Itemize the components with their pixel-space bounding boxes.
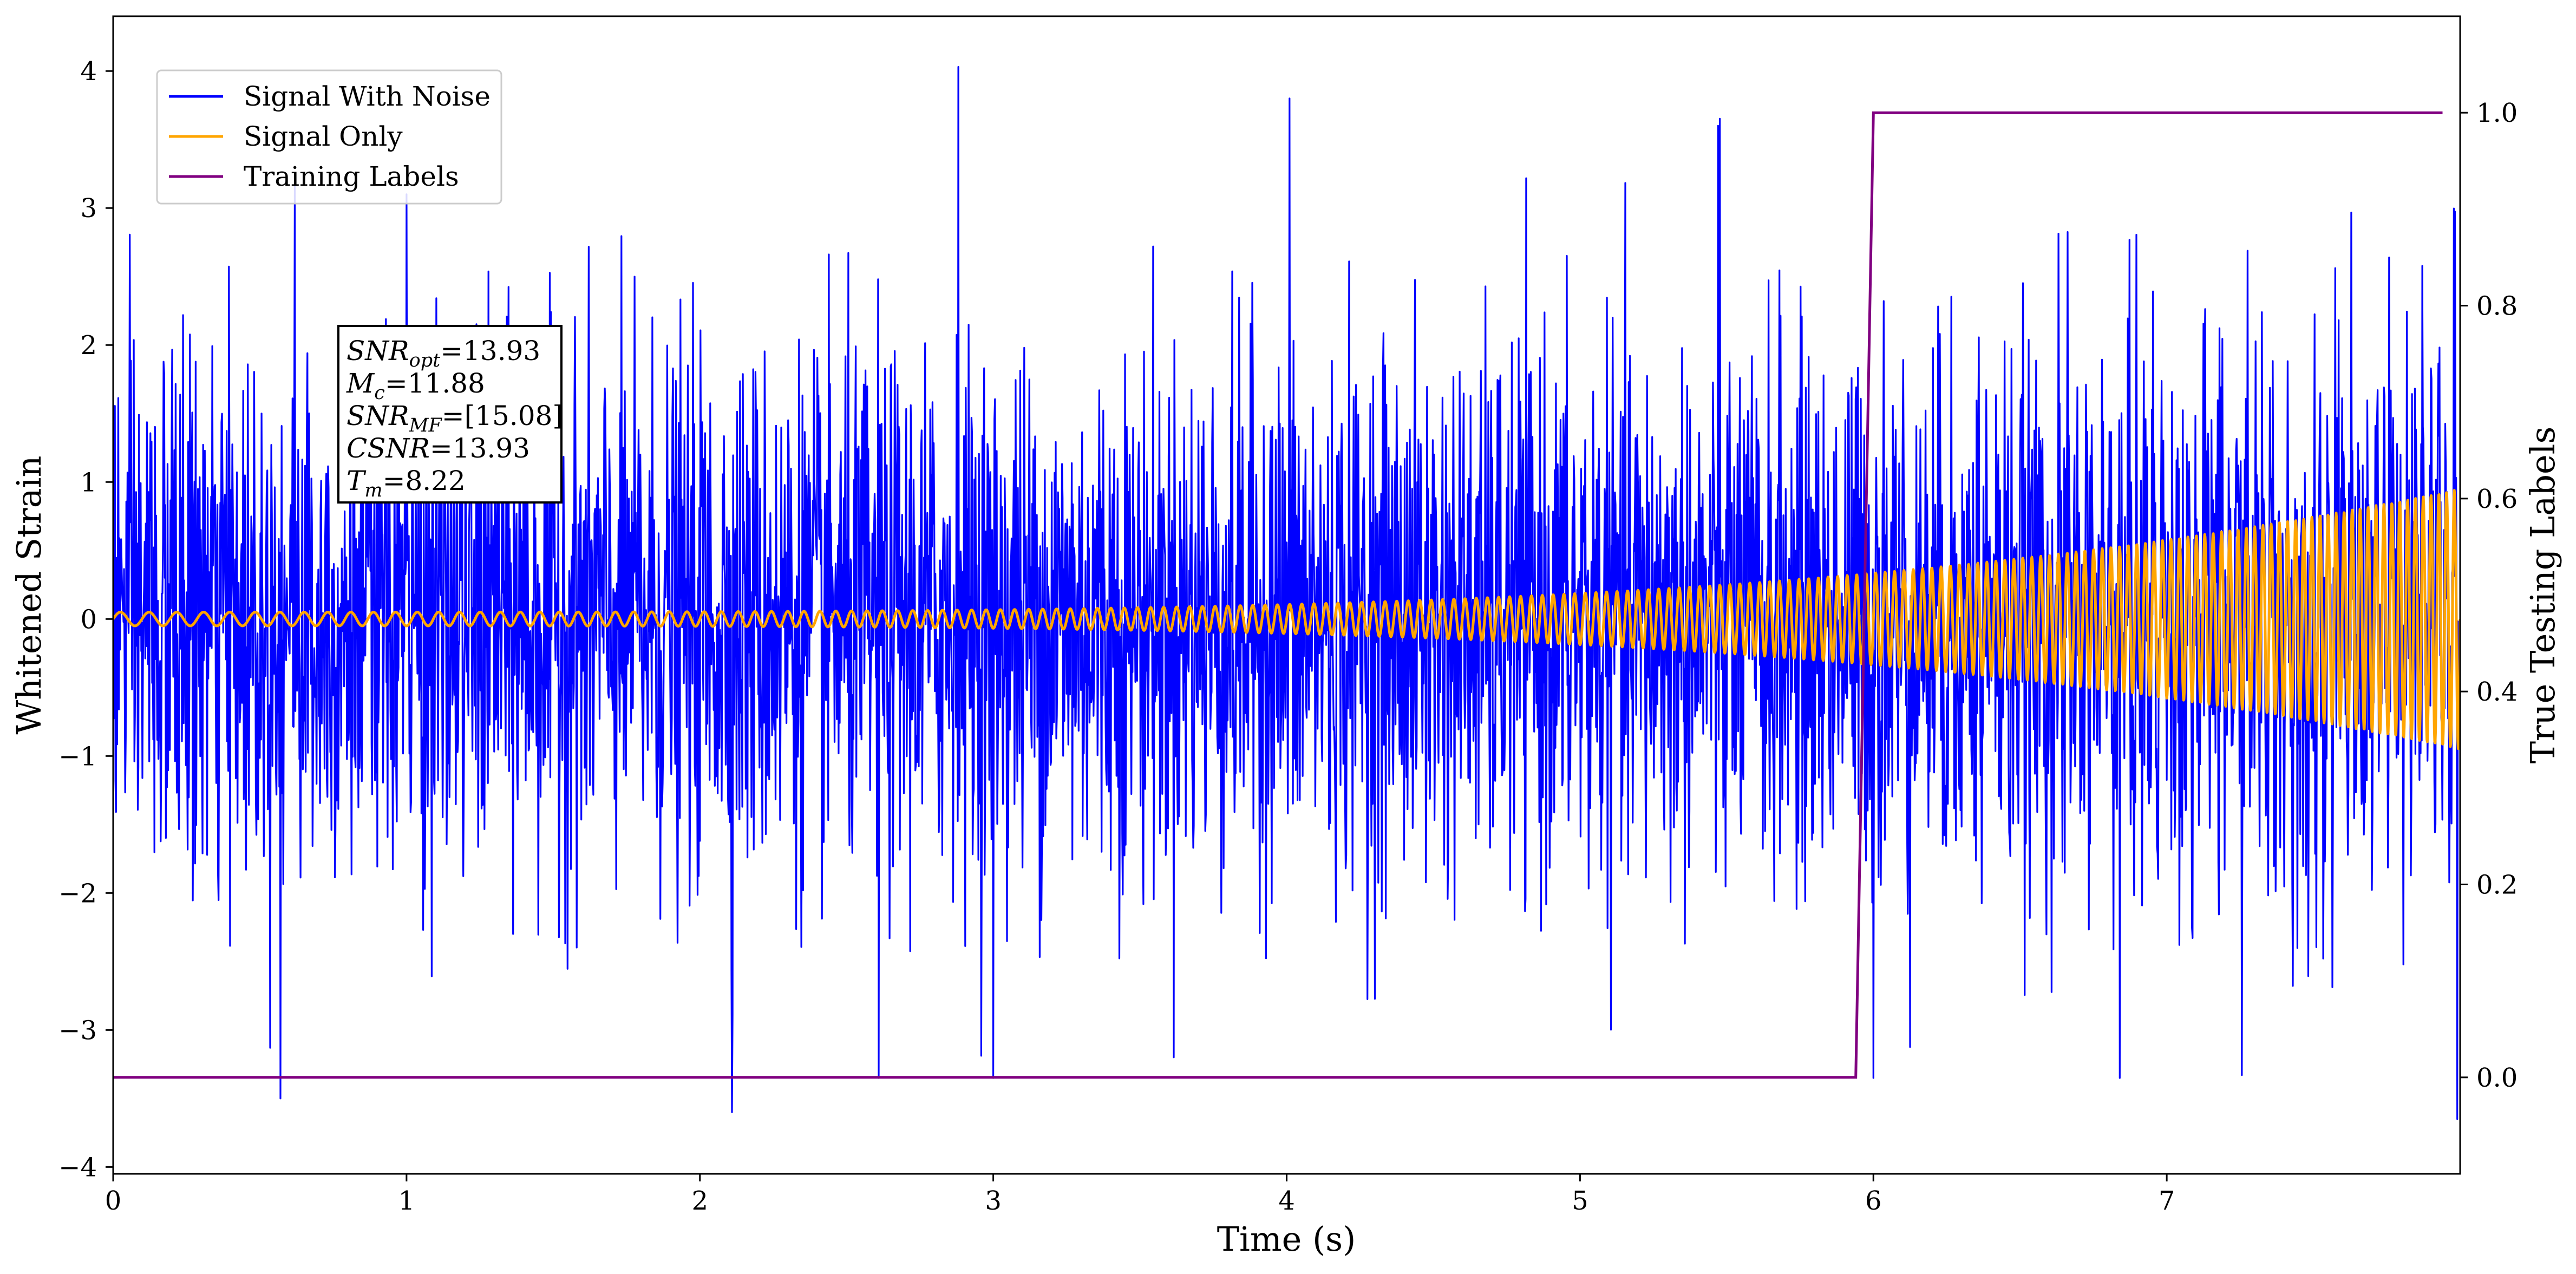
- annotation-line: CSNR=13.93: [346, 433, 530, 464]
- legend-entry-signal-only: Signal Only: [244, 121, 403, 152]
- x-tick-label: 4: [1278, 1186, 1295, 1216]
- x-tick-label: 3: [985, 1186, 1002, 1216]
- series-signal-only: [113, 489, 2460, 750]
- legend-entry-training-labels: Training Labels: [244, 161, 459, 192]
- x-axis-label: Time (s): [1217, 1219, 1356, 1259]
- y-left-tick-label: 3: [80, 193, 97, 224]
- y-axis-label-left: Whitened Strain: [9, 456, 49, 735]
- y-axis-left: −4 −3 −2 −1 0 1 2 3 4: [58, 56, 113, 1182]
- y-left-tick-label: 2: [80, 330, 97, 361]
- x-tick-label: 5: [1572, 1186, 1588, 1216]
- x-tick-label: 6: [1865, 1186, 1882, 1216]
- y-left-tick-label: −4: [58, 1152, 97, 1182]
- y-left-tick-label: 0: [80, 604, 97, 635]
- y-left-tick-label: −2: [58, 878, 97, 909]
- y-right-tick-label: 0.0: [2476, 1063, 2518, 1093]
- annotation-line: Tm=8.22: [346, 465, 466, 501]
- y-axis-right: 0.0 0.2 0.4 0.6 0.8 1.0: [2460, 98, 2518, 1093]
- annotation-line: SNRopt=13.93: [346, 335, 540, 371]
- annotation-line: Mc=11.88: [346, 368, 485, 404]
- annotation-lines: SNRopt=13.93Mc=11.88SNRMF=[15.08]CSNR=13…: [346, 335, 563, 501]
- x-tick-label: 0: [105, 1186, 122, 1216]
- legend: Signal With Noise Signal Only Training L…: [156, 69, 502, 205]
- x-tick-label: 7: [2159, 1186, 2175, 1216]
- x-axis: 0 1 2 3 4 5 6 7: [105, 1174, 2175, 1216]
- y-left-tick-label: −3: [58, 1015, 97, 1046]
- y-left-tick-label: 4: [80, 56, 97, 87]
- annotation-line: SNRMF=[15.08]: [346, 400, 563, 436]
- y-right-tick-label: 0.4: [2476, 677, 2518, 707]
- y-left-tick-label: 1: [80, 467, 97, 498]
- series-layer: [113, 66, 2460, 1120]
- series-signal-with-noise: [113, 66, 2460, 1120]
- y-right-tick-label: 0.2: [2476, 870, 2518, 900]
- y-right-tick-label: 0.6: [2476, 484, 2518, 514]
- x-tick-label: 1: [398, 1186, 415, 1216]
- y-axis-label-right: True Testing Labels: [2523, 427, 2562, 764]
- annotation-frame: [337, 325, 563, 504]
- y-right-tick-label: 1.0: [2476, 98, 2518, 128]
- annotation-box: SNRopt=13.93Mc=11.88SNRMF=[15.08]CSNR=13…: [337, 325, 563, 504]
- series-training-labels: [113, 111, 2443, 1079]
- x-tick-label: 2: [691, 1186, 708, 1216]
- y-left-tick-label: −1: [58, 741, 97, 772]
- legend-box: [156, 69, 502, 205]
- y-right-tick-label: 0.8: [2476, 291, 2518, 322]
- legend-entry-signal-with-noise: Signal With Noise: [244, 81, 491, 112]
